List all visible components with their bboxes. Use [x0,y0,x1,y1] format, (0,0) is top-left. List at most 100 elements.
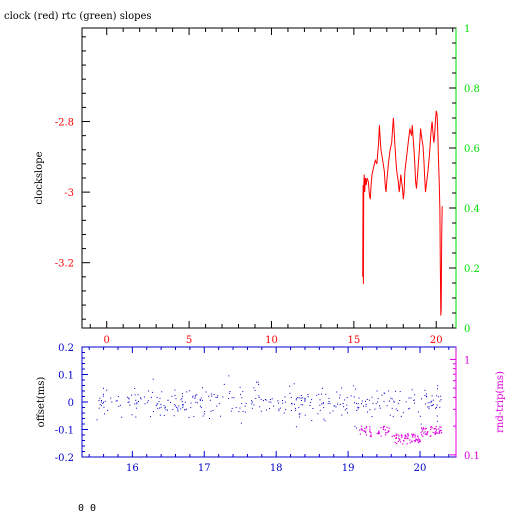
offset-point [307,396,309,398]
offset-point [193,415,195,417]
offset-point [175,398,177,400]
offset-point [228,392,230,394]
offset-point [128,397,130,399]
offset-point [156,403,158,405]
rndtrip-point [400,434,403,436]
rndtrip-point [424,433,426,435]
offset-point [135,407,137,409]
offset-point [372,402,374,404]
offset-point [304,414,306,416]
offset-point [126,396,128,398]
rndtrip-point [414,441,416,443]
rndtrip-point [417,436,419,438]
offset-point [420,423,422,425]
offset-point [329,403,331,405]
offset-point [213,394,215,395]
offset-point [217,395,219,397]
rndtrip-point [365,430,367,432]
offset-point [269,399,271,400]
offset-point [295,409,297,411]
offset-point [355,388,356,390]
offset-point [366,399,368,400]
top-x-ticks: 0 5 10 15 20 [89,28,454,346]
offset-point [383,401,385,403]
offset-point [400,415,402,417]
offset-point [235,407,237,409]
rndtrip-point [369,426,371,428]
offset-point [381,394,383,396]
offset-point [282,402,284,404]
offset-point [346,404,348,406]
offset-point [321,387,323,389]
top-y2-tick-label: 0 [464,324,470,335]
offset-point [358,397,360,399]
rndtrip-point [431,427,433,429]
offset-point [156,397,158,398]
offset-point [161,391,163,393]
offset-point [240,393,242,395]
offset-point [369,409,371,411]
rndtrip-point [404,436,407,438]
offset-point [180,399,182,401]
rndtrip-point [424,428,427,430]
offset-point [323,418,325,420]
offset-point [377,398,379,400]
offset-point [174,394,176,396]
offset-point [98,400,100,402]
offset-point [258,395,260,397]
clock-series-line [362,110,443,316]
rndtrip-point [412,436,414,438]
rndtrip-point [387,431,390,433]
offset-point [134,394,136,396]
top-y-tick-label: -3.2 [55,259,74,270]
offset-point [439,400,441,402]
top-x-tick-label: 10 [265,335,278,346]
offset-point [134,388,136,389]
bottom-y2-ticks: 10.1 [450,347,480,462]
rndtrip-point [364,427,366,430]
offset-point [278,410,280,412]
offset-point [143,396,145,398]
offset-point [177,409,179,411]
offset-point [424,395,426,396]
offset-point [295,399,297,401]
offset-point [278,402,280,404]
rndtrip-point [370,436,372,438]
rndtrip-point [359,429,361,431]
rndtrip-point [386,426,388,428]
rndtrip-point [423,432,425,434]
offset-point [282,400,284,401]
rndtrip-point [441,432,443,434]
offset-point [399,400,401,401]
offset-point [432,399,434,401]
bottom-y2-tick-label: 1 [464,355,470,366]
offset-point [436,406,437,408]
rndtrip-point [386,432,388,434]
offset-point [339,403,341,405]
offset-point [429,402,431,404]
offset-point [300,400,302,401]
offset-point [104,400,106,402]
offset-point [135,416,137,418]
offset-point [336,391,338,393]
offset-point [374,408,376,410]
offset-point [216,405,218,407]
rndtrip-point [369,431,371,433]
offset-point [167,400,169,401]
offset-point [263,400,264,402]
offset-point [220,415,222,417]
offset-point [189,390,191,392]
offset-point [279,407,281,409]
offset-point [436,404,438,406]
offset-point [103,401,104,403]
rndtrip-point [398,435,400,437]
offset-point [136,403,138,405]
offset-point [300,397,302,399]
rndtrip-point [415,438,417,441]
offset-point [116,400,118,402]
offset-point [321,403,323,405]
top-y-label: clockslope [34,151,45,204]
rndtrip-point [393,435,396,437]
offset-point [265,399,267,401]
rndtrip-point [402,443,404,445]
